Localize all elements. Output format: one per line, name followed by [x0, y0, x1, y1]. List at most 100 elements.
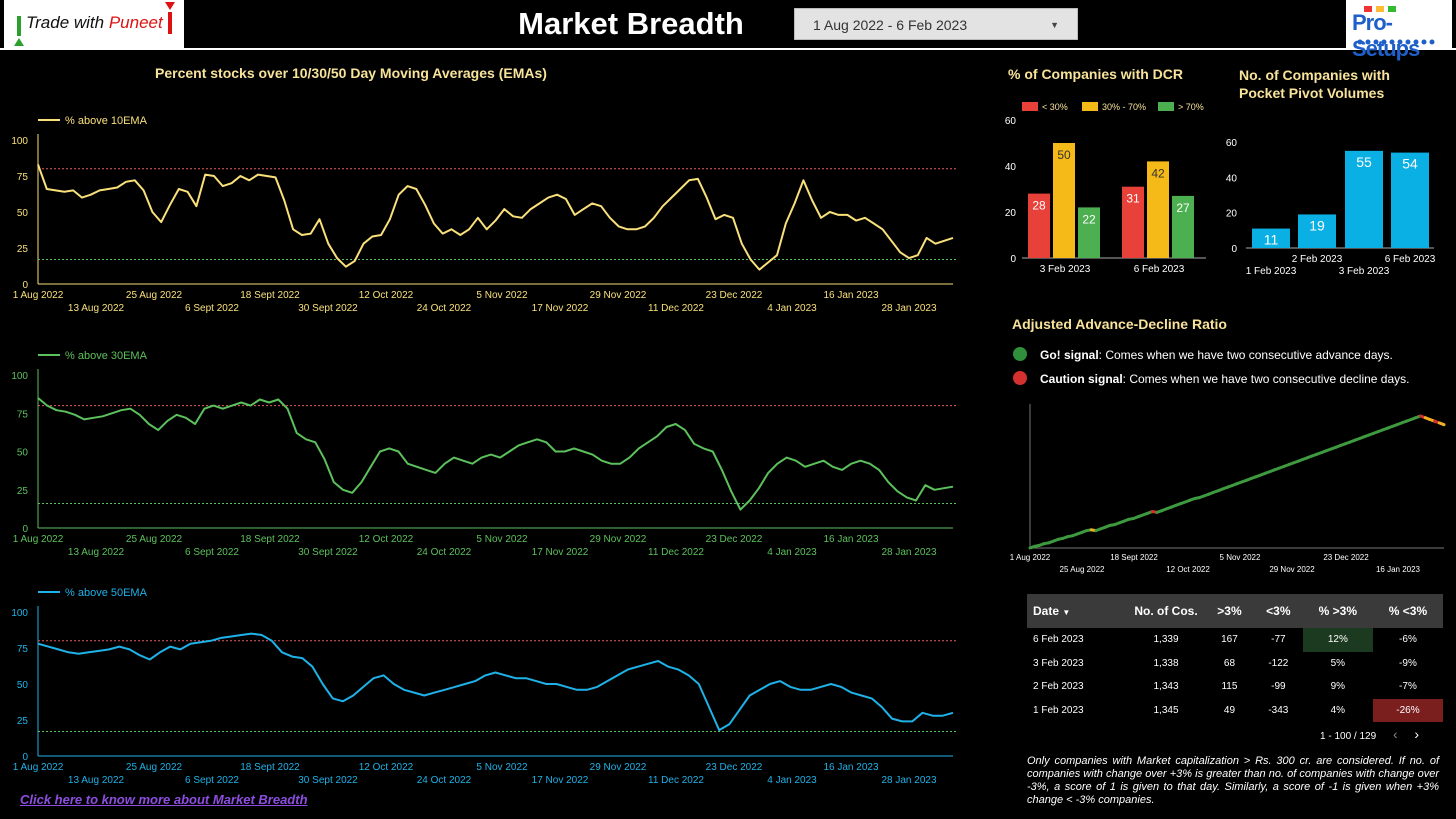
bar-charts: < 30% 30% - 70% > 70% 0 20 40 60 28 50 22 3 Feb 20…: [1005, 102, 1436, 277]
y-tick-label: 50: [17, 208, 29, 219]
table-row: 6 Feb 2023 1,339 167 -77 12% -6%: [1027, 628, 1443, 652]
y-tick-label: 40: [1226, 173, 1238, 184]
x-tick-label: 6 Sept 2022: [185, 303, 239, 314]
x-tick-label: 18 Sept 2022: [240, 762, 300, 773]
chevron-down-icon: ▼: [1050, 20, 1059, 30]
x-tick-label: 23 Dec 2022: [1323, 553, 1369, 562]
x-tick-label: 17 Nov 2022: [532, 547, 589, 558]
y-tick-label: 100: [11, 136, 28, 147]
legend-swatch: [1022, 102, 1038, 111]
pct-gt3-column-header[interactable]: % >3%: [1302, 594, 1373, 628]
x-tick-label: 16 Jan 2023: [823, 762, 878, 773]
data-label: 55: [1356, 154, 1372, 170]
x-tick-label: 1 Aug 2022: [13, 762, 64, 773]
next-page-icon[interactable]: ›: [1414, 726, 1420, 742]
x-tick-label: 5 Nov 2022: [476, 290, 528, 301]
header-bar: Trade with Puneet Market Breadth 1 Aug 2…: [0, 0, 1456, 61]
x-tick-label: 24 Oct 2022: [417, 547, 472, 558]
dcr-title: % of Companies with DCR: [1008, 66, 1184, 82]
caution-signal-dot-icon: [1013, 371, 1027, 385]
x-tick-label: 30 Sept 2022: [298, 775, 358, 786]
x-tick-label: 29 Nov 2022: [590, 762, 647, 773]
table-cell: -9%: [1399, 657, 1417, 669]
table-cell: 3 Feb 2023: [1033, 657, 1084, 669]
y-tick-label: 60: [1005, 116, 1017, 127]
date-header-label: Date: [1033, 604, 1060, 618]
x-tick-label: 25 Aug 2022: [126, 534, 183, 545]
x-tick-label: 4 Jan 2023: [767, 303, 817, 314]
table-cell: -122: [1268, 657, 1289, 669]
table-cell: 4%: [1330, 704, 1346, 716]
table-cell: 5%: [1330, 657, 1346, 669]
legend-swatch: [1082, 102, 1098, 111]
table-row: 3 Feb 2023 1,338 68 -122 5% -9%: [1027, 652, 1443, 676]
lt3-column-header[interactable]: <3%: [1253, 594, 1303, 628]
series-line: [37, 632, 954, 732]
table-cell: 115: [1221, 681, 1238, 693]
legend-swatch: [1158, 102, 1174, 111]
x-tick-label: 2 Feb 2023: [1292, 254, 1343, 265]
trade-with-puneet-logo[interactable]: Trade with Puneet: [4, 0, 184, 48]
x-tick-label: 16 Jan 2023: [823, 534, 878, 545]
y-tick-label: 100: [11, 371, 28, 382]
bar: [1122, 186, 1144, 258]
table-cell: -343: [1268, 704, 1289, 716]
methodology-note: Only companies with Market capitalizatio…: [1027, 755, 1439, 806]
caution-signal-label: Caution signal: [1040, 372, 1123, 386]
pro-setups-logo[interactable]: Pro-Setups: [1346, 0, 1452, 61]
y-tick-label: 50: [17, 680, 29, 691]
data-label: 27: [1176, 201, 1190, 215]
date-column-header[interactable]: Date ▼: [1027, 594, 1127, 628]
sort-desc-icon: ▼: [1062, 608, 1071, 617]
candle-icon: [14, 2, 175, 46]
x-tick-label: 11 Dec 2022: [648, 775, 704, 786]
x-tick-label: 23 Dec 2022: [706, 290, 763, 301]
table-cell: 1,338: [1153, 657, 1179, 669]
data-label: 19: [1309, 217, 1325, 233]
legend-label: % above 10EMA: [65, 115, 148, 127]
table-cell: 9%: [1330, 681, 1346, 693]
x-tick-label: 18 Sept 2022: [1110, 553, 1158, 562]
table-cell: -26%: [1372, 698, 1443, 722]
x-tick-label: 3 Feb 2023: [1040, 264, 1091, 275]
x-tick-label: 1 Feb 2023: [1246, 266, 1297, 277]
cos-column-header[interactable]: No. of Cos.: [1127, 594, 1205, 628]
y-tick-label: 0: [1231, 244, 1237, 255]
legend-label: % above 30EMA: [65, 350, 148, 362]
gt3-column-header[interactable]: >3%: [1205, 594, 1254, 628]
data-label: 31: [1126, 192, 1140, 206]
market-breadth-link[interactable]: Click here to know more about Market Bre…: [20, 792, 308, 807]
logo-dots-icon: [1357, 6, 1435, 45]
x-tick-label: 12 Oct 2022: [359, 534, 414, 545]
table-cell: -99: [1271, 681, 1286, 693]
x-tick-label: 6 Feb 2023: [1385, 254, 1436, 265]
caution-signal-legend: Caution signal: Comes when we have two c…: [1040, 372, 1410, 386]
table-cell: 49: [1223, 704, 1236, 716]
data-label: 11: [1264, 232, 1279, 248]
x-tick-label: 28 Jan 2023: [881, 303, 936, 314]
go-signal-text: : Comes when we have two consecutive adv…: [1098, 348, 1393, 362]
prev-page-icon[interactable]: ‹: [1392, 726, 1398, 742]
x-tick-label: 25 Aug 2022: [126, 762, 183, 773]
x-tick-label: 5 Nov 2022: [476, 534, 528, 545]
x-tick-label: 18 Sept 2022: [240, 534, 300, 545]
pager-text: 1 - 100 / 129: [1320, 731, 1377, 742]
bar: [1147, 161, 1169, 258]
data-label: 22: [1082, 212, 1096, 226]
x-tick-label: 25 Aug 2022: [1060, 565, 1105, 574]
x-tick-label: 16 Jan 2023: [823, 290, 878, 301]
x-tick-label: 3 Feb 2023: [1339, 266, 1390, 277]
x-tick-label: 13 Aug 2022: [68, 775, 125, 786]
caution-signal-text: : Comes when we have two consecutive dec…: [1122, 372, 1410, 386]
legend-label: % above 50EMA: [65, 587, 148, 599]
table-cell: -7%: [1399, 681, 1417, 693]
pct-lt3-column-header[interactable]: % <3%: [1372, 594, 1443, 628]
legend-label: 30% - 70%: [1102, 102, 1146, 112]
y-tick-label: 75: [17, 644, 29, 655]
y-tick-label: 75: [17, 172, 29, 183]
x-tick-label: 28 Jan 2023: [881, 547, 936, 558]
date-range-picker[interactable]: 1 Aug 2022 - 6 Feb 2023 ▼: [794, 8, 1078, 40]
table-cell: 6 Feb 2023: [1033, 634, 1084, 646]
table-cell: 68: [1223, 657, 1236, 669]
table-cell: 12%: [1302, 628, 1373, 652]
